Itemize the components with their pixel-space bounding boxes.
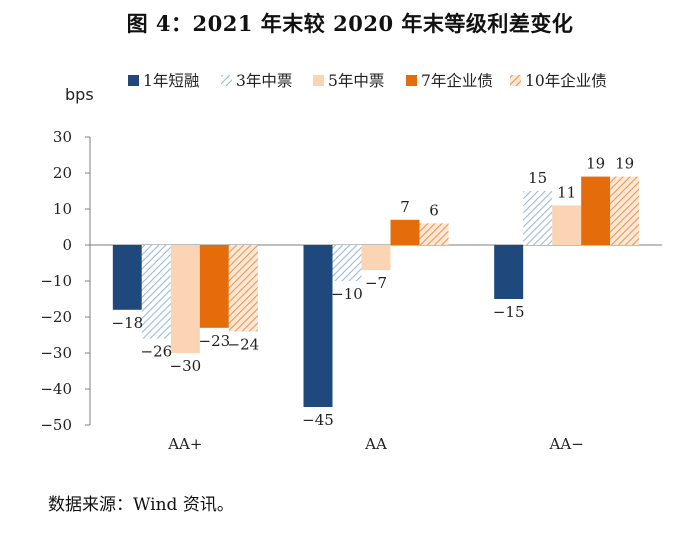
legend-swatch-3 (406, 75, 417, 86)
legend-swatch-0 (128, 75, 139, 86)
data-label: −30 (170, 357, 202, 375)
chart-title: 图 4：2021 年末较 2020 年末等级利差变化 (126, 11, 574, 36)
data-label: 6 (429, 201, 439, 219)
legend-swatch-4 (510, 75, 521, 86)
y-axis-unit: bps (65, 85, 94, 104)
legend-label-2: 5年中票 (328, 72, 384, 90)
y-tick-label: −20 (40, 308, 72, 326)
legend-label-3: 7年企业债 (421, 72, 493, 90)
legend-swatch-2 (313, 75, 324, 86)
bar-aaminus-series-3 (581, 176, 611, 245)
bar-aa-series-2 (361, 245, 391, 271)
bar-aaplus-series-1 (141, 245, 171, 339)
bar-aaplus-series-0 (112, 245, 142, 310)
legend-label-0: 1年短融 (143, 72, 199, 90)
y-tick-label: −30 (40, 344, 72, 362)
legend-label-4: 10年企业债 (525, 72, 607, 90)
y-tick-label: 0 (62, 236, 72, 254)
legend-label-1: 3年中票 (236, 72, 292, 90)
x-category-label: AA+ (167, 435, 202, 453)
data-label: −18 (112, 314, 144, 332)
y-tick-label: −40 (40, 380, 72, 398)
y-tick-label: 20 (53, 164, 72, 182)
legend-swatch-1 (221, 75, 232, 86)
x-category-label: AA− (549, 435, 584, 453)
y-tick-label: 30 (53, 128, 72, 146)
data-label: −15 (493, 303, 525, 321)
y-tick-label: 10 (53, 200, 72, 218)
bar-aaplus-series-2 (170, 245, 200, 353)
bar-aaminus-series-4 (610, 176, 640, 245)
data-label: −24 (228, 335, 260, 353)
bar-aaminus-series-1 (523, 191, 553, 245)
bar-aaplus-series-4 (228, 245, 258, 332)
data-label: 19 (615, 155, 634, 173)
bar-aa-series-3 (390, 219, 420, 245)
data-source-note: 数据来源：Wind 资讯。 (48, 495, 234, 515)
data-label: −7 (365, 274, 387, 292)
y-tick-label: −50 (40, 416, 72, 434)
bar-aa-series-4 (419, 223, 449, 245)
data-label: 7 (400, 198, 410, 216)
data-label: −10 (331, 285, 363, 303)
y-tick-label: −10 (40, 272, 72, 290)
x-category-label: AA (364, 435, 387, 453)
data-label: 11 (557, 183, 576, 201)
data-label: −23 (199, 332, 231, 350)
bar-aaminus-series-0 (494, 245, 524, 299)
data-label: −26 (141, 343, 173, 361)
data-label: 15 (528, 169, 547, 187)
data-label: 19 (586, 155, 605, 173)
bar-aaplus-series-3 (199, 245, 229, 328)
bar-aa-series-0 (303, 245, 333, 407)
bar-aaminus-series-2 (552, 205, 582, 245)
data-label: −45 (302, 411, 334, 429)
bar-aa-series-1 (332, 245, 362, 281)
